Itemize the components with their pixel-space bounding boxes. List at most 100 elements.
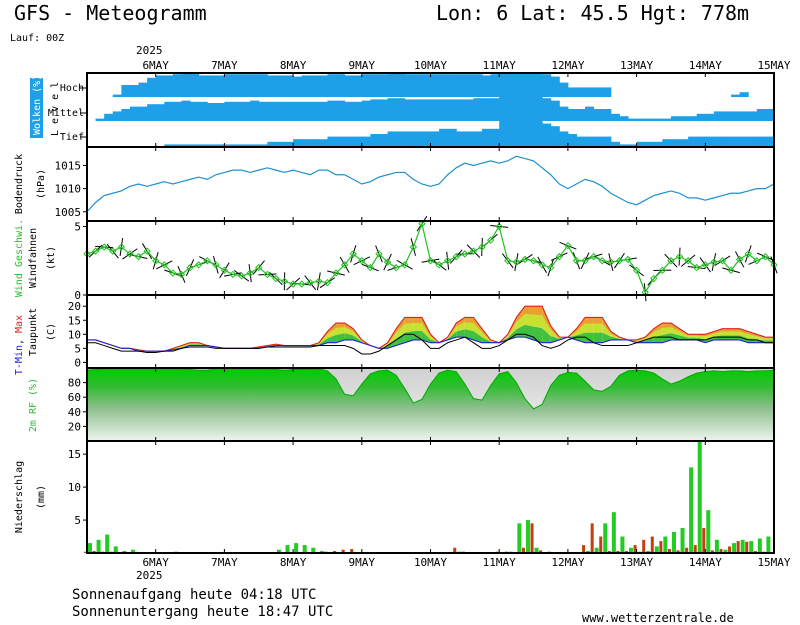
temperature-band-segment (516, 306, 525, 323)
cloud-mid-cell (602, 109, 612, 121)
cloud-mid-cell (456, 99, 466, 121)
wind-speed-point (220, 266, 229, 275)
cloud-mid-cell (705, 113, 715, 121)
precip-bar-convective (611, 512, 616, 553)
temperature-band-segment (516, 313, 525, 330)
cloud-high-cell (224, 74, 234, 97)
precip-bar-large-scale (539, 550, 543, 553)
temperature-band-segment (739, 335, 749, 343)
cloud-low-cell (524, 121, 535, 147)
cloud-mid-cell (524, 97, 535, 121)
precip-bar-convective (697, 441, 702, 553)
cloud-high-cell (190, 73, 200, 97)
cloud-high-cell (301, 75, 311, 97)
cloud-mid-cell (421, 99, 431, 121)
temperature-band-segment (542, 315, 551, 336)
wind-speed-point (91, 247, 100, 255)
temperature-band-segment (190, 343, 199, 345)
cloud-mid-cell (215, 103, 225, 121)
temperature-band-segment (653, 327, 663, 338)
cloud-low-cell (361, 136, 371, 147)
precip-bar-large-scale (341, 549, 345, 553)
temperature-band-segment (327, 334, 337, 343)
temperature-band-segment (688, 337, 697, 340)
cloud-mid-cell (293, 101, 303, 121)
cloud-high-cell (413, 74, 423, 97)
temperature-band-segment (482, 337, 491, 343)
wind-speed-point (693, 263, 701, 272)
precip-bar-convective (663, 536, 668, 553)
y-tick-label-humidity: 20 (68, 420, 81, 433)
precip-bar-convective (294, 543, 299, 553)
temperature-band-segment (739, 331, 749, 339)
cloud-low-cell (731, 136, 741, 147)
wind-speed-point (426, 257, 435, 265)
cloud-mid-cell (301, 101, 311, 121)
cloud-high-cell (430, 74, 440, 97)
cloud-mid-cell (430, 99, 440, 121)
temperature-band-segment (593, 332, 603, 343)
cloud-low-cell (267, 141, 277, 147)
cloud-low-cell (275, 141, 286, 147)
cloud-high-cell (181, 73, 191, 97)
cloud-high-cell (576, 87, 586, 97)
cloud-mid-cell (404, 99, 414, 121)
x-tick-label-top: 9MAY (349, 59, 376, 72)
x-tick-label-top: 15MAY (757, 59, 790, 72)
y-tick-label-wind: 0 (74, 289, 81, 302)
cloud-low-cell (516, 121, 526, 147)
wind-speed-point (109, 247, 117, 255)
wind-speed-point (349, 250, 357, 258)
wind-speed-point (134, 252, 143, 261)
precip-bar-large-scale (521, 547, 525, 553)
cloud-high-cell (112, 94, 122, 97)
cloud-high-cell (378, 74, 389, 97)
x-tick-label-top: 14MAY (689, 59, 722, 72)
cloud-mid-cell (679, 116, 689, 121)
cloud-low-cell (378, 134, 389, 147)
temperature-band-segment (585, 332, 594, 343)
cloud-high-cell (464, 74, 474, 97)
temperature-unit: (C) (46, 323, 57, 341)
cloud-mid-cell (473, 98, 483, 121)
pressure-unit: (hPa) (36, 169, 47, 199)
temperature-band-segment (421, 323, 431, 340)
cloud-high-cell (473, 74, 483, 97)
cloud-ylabel-box (30, 78, 43, 138)
panel-frame-pressure (86, 146, 775, 222)
temperature-band-segment (748, 338, 757, 343)
wind-speed-point (504, 257, 512, 265)
temperature-band-segment (396, 317, 405, 333)
precip-bar-convective (740, 539, 745, 553)
wind-speed-point (366, 263, 375, 272)
humidity-ylabel: 2m RF (%) (28, 378, 39, 432)
precip-bar-convective (766, 536, 771, 553)
cloud-high-cell (215, 75, 225, 97)
wind-speed-point (529, 257, 538, 265)
precip-bar-convective (603, 523, 608, 553)
cloud-high-cell (482, 75, 492, 97)
wind-speed-point (632, 266, 641, 275)
cloud-low-cell (593, 136, 603, 147)
cloud-low-cell (662, 139, 672, 147)
cloud-high-cell (147, 77, 157, 97)
wind-speed-point (375, 250, 383, 258)
cloud-high-cell (387, 73, 397, 97)
cloud-mid-cell (198, 101, 208, 121)
cloud-high-cell (275, 75, 286, 97)
wind-speed-line (86, 221, 775, 294)
temperature-band-segment (396, 323, 405, 339)
tmin-line (87, 336, 774, 352)
cloud-low-cell (396, 131, 406, 147)
cloud-low-cell (310, 139, 320, 147)
cloud-mid-cell (756, 109, 766, 121)
cloud-low-cell (482, 128, 492, 147)
cloud-mid-cell (653, 118, 663, 121)
precip-bar-large-scale (710, 550, 714, 553)
cloud-mid-cell (619, 116, 629, 121)
temperature-band-segment (456, 317, 465, 327)
website-link[interactable]: www.wetterzentrale.de (582, 611, 734, 625)
wind-speed-point (409, 243, 418, 251)
y-tick-label-precip: 15 (68, 448, 81, 461)
temperature-band-segment (636, 338, 646, 342)
